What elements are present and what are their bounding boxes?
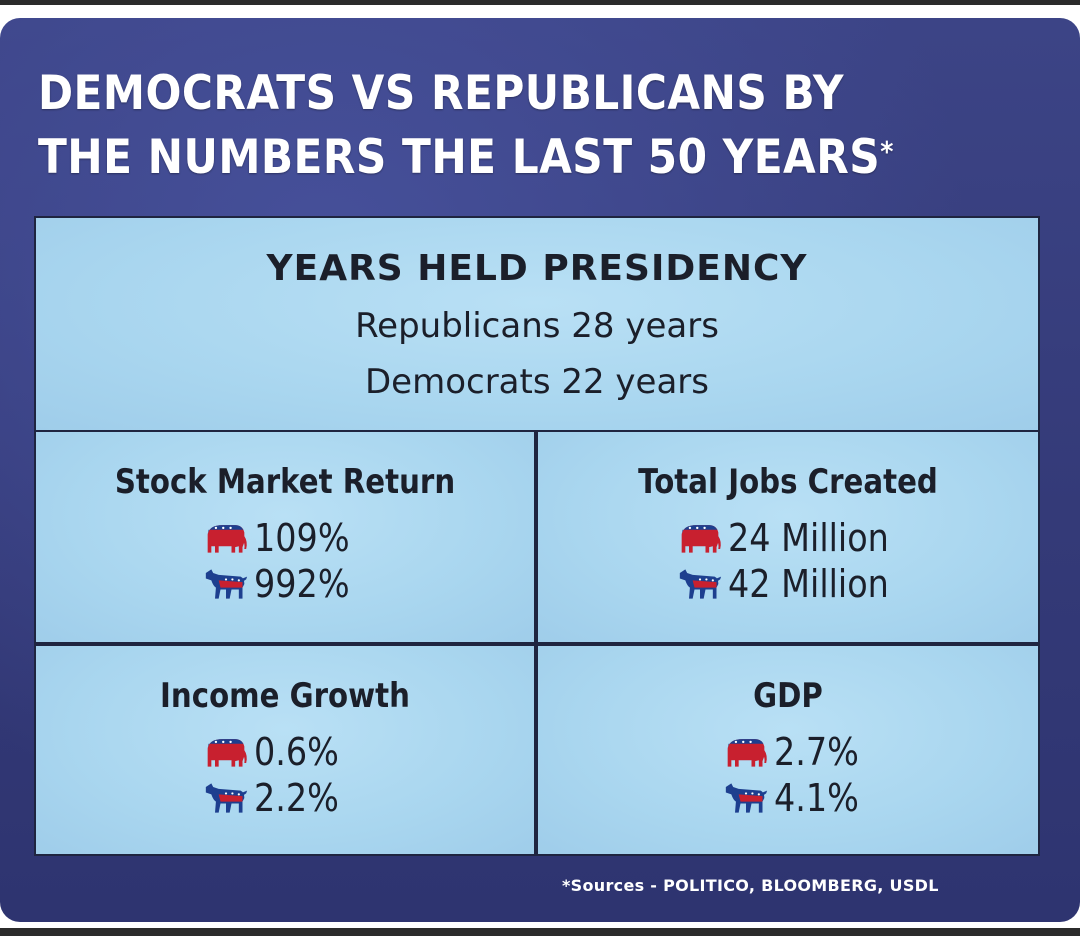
donkey-icon: [678, 567, 722, 601]
bottom-frame-bar: [0, 928, 1080, 936]
infographic-card: DEMOCRATS VS REPUBLICANS BY THE NUMBERS …: [0, 18, 1080, 922]
democrat-years: Democrats 22 years: [364, 362, 710, 402]
elephant-icon: [724, 735, 768, 769]
title-line-1: DEMOCRATS VS REPUBLICANS BY: [38, 66, 844, 121]
democrat-value: 992%: [254, 562, 350, 606]
title-line-2: THE NUMBERS THE LAST 50 YEARS*: [38, 126, 956, 190]
title-line-2-text: THE NUMBERS THE LAST 50 YEARS: [38, 130, 881, 185]
top-frame-bar: [0, 0, 1080, 5]
stat-panel-jobs: Total Jobs Created 24 Million 42 Million: [538, 432, 1038, 642]
democrat-value: 4.1%: [774, 776, 859, 820]
sources-note: *Sources - POLITICO, BLOOMBERG, USDL: [562, 876, 939, 895]
republican-value-row: 24 Million: [678, 516, 911, 560]
republican-value: 0.6%: [254, 730, 339, 774]
republican-value-row: 109%: [204, 516, 363, 560]
infographic-title: DEMOCRATS VS REPUBLICANS BY THE NUMBERS …: [38, 62, 956, 190]
stat-panel-gdp: GDP 2.7% 4.1%: [538, 646, 1038, 854]
presidency-heading: YEARS HELD PRESIDENCY: [266, 248, 808, 289]
democrat-value-row: 2.2%: [204, 776, 351, 820]
democrat-value-row: 992%: [204, 562, 363, 606]
donkey-icon: [204, 567, 248, 601]
stats-grid: YEARS HELD PRESIDENCY Republicans 28 yea…: [34, 216, 1040, 856]
title-asterisk: *: [880, 135, 894, 168]
elephant-icon: [678, 521, 722, 555]
stat-title: Stock Market Return: [114, 462, 456, 502]
republican-value: 109%: [254, 516, 350, 560]
stat-panel-stock-market: Stock Market Return 109% 992%: [36, 432, 534, 642]
republican-value: 24 Million: [728, 516, 889, 560]
presidency-panel: YEARS HELD PRESIDENCY Republicans 28 yea…: [36, 218, 1038, 430]
donkey-icon: [724, 781, 768, 815]
republican-value: 2.7%: [774, 730, 859, 774]
republican-value-row: 0.6%: [204, 730, 351, 774]
democrat-value: 42 Million: [728, 562, 889, 606]
republican-value-row: 2.7%: [724, 730, 871, 774]
elephant-icon: [204, 735, 248, 769]
stat-panel-income-growth: Income Growth 0.6% 2.2%: [36, 646, 534, 854]
democrat-value-row: 42 Million: [678, 562, 911, 606]
democrat-value-row: 4.1%: [724, 776, 871, 820]
stat-title: Total Jobs Created: [638, 462, 938, 502]
republican-years: Republicans 28 years: [355, 306, 719, 346]
donkey-icon: [204, 781, 248, 815]
elephant-icon: [204, 521, 248, 555]
stat-title: Income Growth: [160, 676, 410, 716]
stat-title: GDP: [753, 676, 823, 716]
democrat-value: 2.2%: [254, 776, 339, 820]
